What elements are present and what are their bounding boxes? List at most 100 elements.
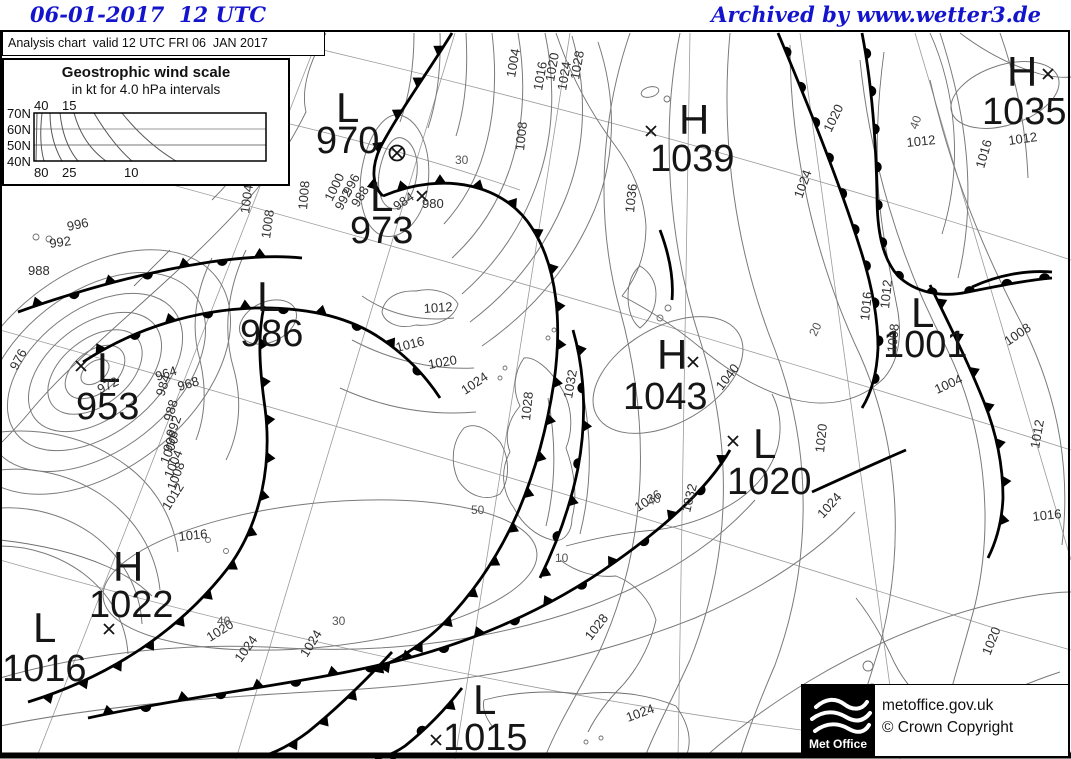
- center-cross-marker: [391, 147, 403, 159]
- cold-front-triangle: [506, 198, 517, 209]
- cold-front-triangle: [540, 566, 552, 578]
- cold-front-triangle: [536, 450, 547, 463]
- graticule-label-30: 30: [455, 153, 469, 167]
- warm-front-semicircle: [696, 485, 706, 496]
- isobar-label-1024: 1024: [297, 627, 325, 659]
- warm-front-semicircle: [215, 692, 227, 700]
- warm-front-semicircle: [872, 297, 880, 309]
- pressure-center-letter-L986: L: [257, 273, 280, 320]
- isobar-label-996: 996: [160, 429, 182, 455]
- cold-front-triangle: [346, 689, 358, 701]
- logo-waves-icon: [810, 697, 872, 734]
- cold-front-triangle: [412, 642, 423, 653]
- graticule-label-40: 40: [907, 113, 925, 131]
- isobar-label-1020: 1020: [812, 423, 830, 453]
- isobar-label-984: 984: [153, 373, 174, 398]
- cold-front-triangle: [366, 178, 378, 190]
- cold-front-triangle: [412, 77, 424, 88]
- cold-front-triangle: [543, 595, 554, 606]
- cold-front-triangle: [384, 337, 396, 349]
- isobar-label-1020: 1020: [820, 102, 846, 135]
- isobar-label-1008: 1008: [1001, 320, 1033, 349]
- cold-front-triangle: [252, 678, 265, 689]
- warm-front-semicircle: [202, 311, 214, 319]
- graticule-label-40: 40: [645, 491, 663, 509]
- crown-copyright: © Crown Copyright: [882, 719, 1014, 736]
- pressure-center-value-1015: 1015: [443, 717, 528, 759]
- cold-front-russia: [928, 284, 1005, 559]
- pressure-center-letter-L970: L: [336, 84, 359, 131]
- center-cross-marker: [645, 125, 657, 137]
- isobar-label-1016: 1016: [394, 333, 426, 355]
- isobar-label-976: 976: [6, 346, 29, 372]
- isobar-label-988: 988: [160, 398, 180, 423]
- cold-front-triangle: [239, 299, 252, 309]
- isobar-label-1012: 1012: [1007, 129, 1038, 148]
- cold-front-triangle: [164, 312, 177, 324]
- cold-front-norwegian-sea: [372, 32, 454, 198]
- center-cross-marker: [727, 435, 739, 447]
- cold-front-triangle: [102, 704, 115, 715]
- isobar-label-1028: 1028: [567, 49, 587, 80]
- isobar-label-1012: 1012: [906, 132, 936, 150]
- isobar-label-1024: 1024: [458, 369, 490, 398]
- warm-front-semicircle: [839, 188, 848, 199]
- cold-front-triangle: [666, 509, 678, 521]
- cold-front-triangle: [202, 589, 213, 600]
- pressure-center-letter-L1020: L: [753, 420, 776, 467]
- cold-front-triangle: [261, 376, 271, 389]
- coast-arctic-russia: [959, 32, 1071, 78]
- warm-front-semicircle: [68, 291, 80, 300]
- warm-front-semicircle: [852, 224, 860, 235]
- isobar-label-1024: 1024: [624, 701, 656, 725]
- chart-datetime: 06-01-2017 12 UTC: [30, 2, 267, 27]
- warm-front-semicircle: [290, 680, 302, 687]
- wind-scale-title: Geostrophic wind scale: [61, 64, 231, 81]
- cold-front-triangle: [265, 413, 276, 426]
- cold-front-triangle: [953, 332, 964, 344]
- warm-front-semicircle: [877, 335, 884, 347]
- cold-front-triangle: [984, 401, 995, 414]
- cold-front-triangle: [553, 376, 563, 389]
- cold-front-triangle: [545, 413, 556, 426]
- met-office-branding: Met Office metoffice.gov.uk © Crown Copy…: [801, 684, 1069, 757]
- front-segment-denmark: [658, 229, 674, 301]
- coast-france: [559, 559, 657, 733]
- coast-great-britain: [503, 357, 576, 541]
- graticule-label-30: 30: [332, 614, 346, 628]
- isobar-label-1024: 1024: [554, 60, 574, 91]
- isobar-label-1012: 1012: [423, 299, 453, 316]
- cold-front-triangle: [557, 338, 567, 351]
- warm-front-semicircle: [412, 365, 422, 376]
- pressure-center-letter-L1016: L: [33, 604, 56, 651]
- warm-front-semicircle: [964, 286, 976, 293]
- cold-front-triangle: [576, 344, 587, 357]
- cold-front-triangle: [373, 662, 385, 674]
- warm-front-semicircle: [577, 382, 584, 394]
- cold-front-triangle: [177, 691, 190, 701]
- isobar-label-1032: 1032: [560, 368, 580, 399]
- cold-front-triangle: [401, 649, 414, 660]
- isobars: [0, 32, 1071, 758]
- pressure-center-letter-L973: L: [370, 173, 393, 220]
- isobar-label-1024: 1024: [814, 489, 844, 521]
- cold-front-triangle: [77, 678, 89, 690]
- warm-front-semicircle: [509, 617, 520, 626]
- warm-front-semicircle: [1001, 278, 1013, 286]
- warm-front-semicircle: [826, 152, 834, 164]
- warm-front-semicircle: [876, 199, 883, 211]
- center-cross-marker: [103, 623, 115, 635]
- pressure-center-value-1035: 1035: [982, 91, 1067, 133]
- cold-front-triangle: [1002, 475, 1012, 488]
- scale-top-40: 40: [34, 99, 48, 113]
- pressure-center-letter-L1001: L: [911, 289, 934, 336]
- isobar-label-1008: 1008: [258, 209, 277, 240]
- cold-front-triangle: [473, 626, 486, 637]
- coast-greenland: [0, 32, 327, 445]
- pressure-center-letter-L953: L: [97, 344, 120, 391]
- cold-front-triangle: [508, 521, 519, 533]
- warm-front-semicircle: [140, 705, 152, 713]
- pressure-center-value-986: 986: [240, 313, 303, 355]
- pressure-center-value-1001: 1001: [883, 324, 968, 366]
- cold-front-triangle: [266, 451, 276, 464]
